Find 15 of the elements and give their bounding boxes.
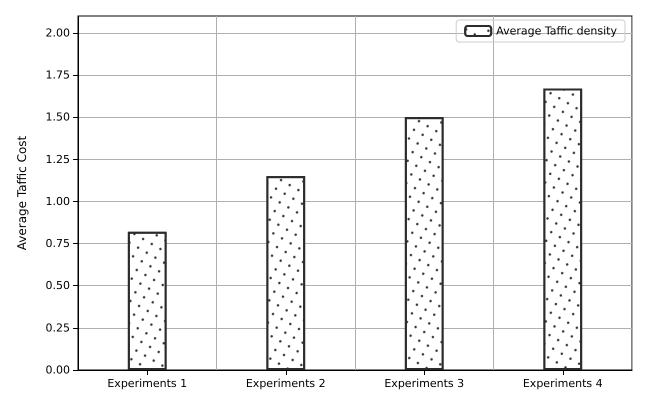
y-tick-label: 1.25 — [46, 152, 70, 166]
y-tick-label: 1.50 — [46, 110, 70, 124]
y-tick-label: 1.75 — [46, 68, 70, 82]
x-tick-label: Experiments 3 — [384, 377, 464, 390]
y-tick-label: 0.75 — [46, 237, 70, 250]
y-tick-label: 0.25 — [46, 321, 70, 334]
y-axis-title: Average Taffic Cost — [15, 135, 29, 250]
y-tick-label: 1.00 — [46, 194, 70, 208]
legend-label: Average Taffic density — [496, 24, 618, 38]
x-tick-label: Experiments 2 — [246, 377, 326, 390]
y-tick-label: 2.00 — [46, 26, 70, 40]
y-tick-label: 0.00 — [46, 364, 70, 376]
x-tick-label: Experiments 4 — [522, 377, 603, 390]
x-tick-label: Experiments 1 — [107, 377, 188, 390]
y-tick-label: 0.50 — [46, 279, 70, 292]
